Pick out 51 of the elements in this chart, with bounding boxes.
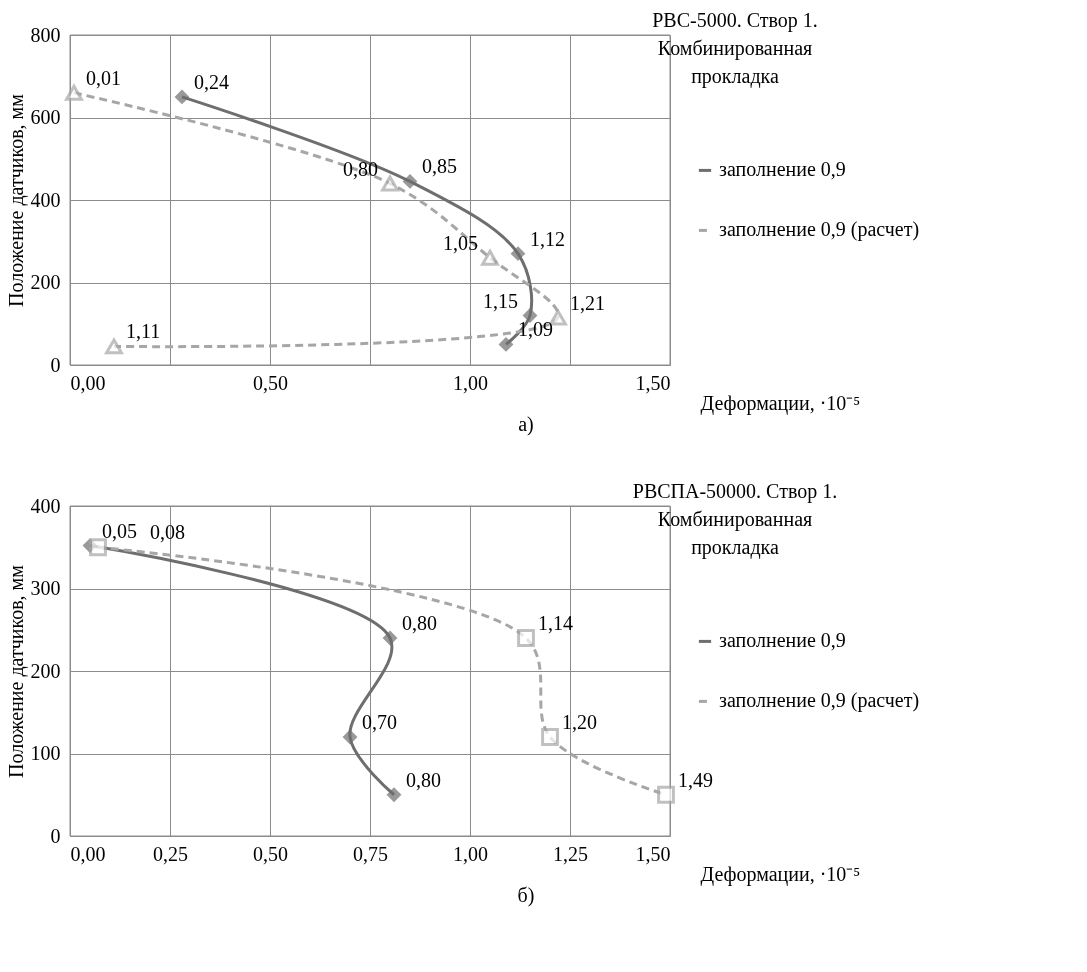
y-tick-label: 400: [30, 494, 61, 517]
x-tick-label: 0,50: [253, 371, 288, 394]
annotation: 1,05: [443, 231, 478, 254]
x-tick-label: 0,00: [70, 842, 106, 865]
annotation: 0,24: [194, 70, 229, 93]
annotation: 1,15: [483, 289, 518, 312]
text: РВСПА-50000. Створ 1. Комбинированная прокладка: [632, 480, 838, 559]
x-tick-label: 1,50: [635, 371, 671, 394]
text: РВС-5000. Створ 1. Комбинированная прокладка: [652, 9, 818, 88]
legend-label: заполнение 0,9: [719, 629, 846, 652]
annotation: 0,80: [343, 157, 378, 180]
y-tick-label: 200: [30, 659, 61, 682]
text: а): [518, 413, 534, 436]
annotation: 1,11: [126, 320, 161, 343]
y-axis-title: Положение датчиков, мм: [4, 564, 28, 778]
y-tick-label: 200: [30, 271, 61, 293]
y-tick-label: 0: [50, 824, 61, 847]
x-tick-label: 1,25: [553, 842, 588, 865]
x-axis-title: Деформации, ·10⁻⁵: [700, 862, 861, 886]
annotation: 1,12: [530, 227, 565, 250]
y-axis-title: Положение датчиков, мм: [4, 93, 28, 307]
x-tick-label: 1,50: [635, 842, 671, 865]
annotation: 1,14: [538, 612, 573, 634]
y-tick-label: 0: [50, 353, 61, 376]
x-tick-label: 0,50: [253, 842, 288, 865]
x-tick-label: 0,00: [70, 371, 106, 394]
x-tick-label: 1,00: [453, 371, 488, 394]
x-tick-label: 0,75: [353, 842, 388, 865]
annotation: 0,01: [86, 66, 121, 89]
annotation: 1,21: [570, 291, 605, 314]
y-tick-label: 100: [30, 742, 61, 764]
annotation: 0,08: [150, 521, 185, 544]
annotation: 0,85: [422, 155, 457, 178]
y-tick-label: 800: [30, 23, 61, 46]
x-tick-label: 1,00: [453, 842, 488, 865]
annotation: 0,05: [102, 519, 137, 542]
annotation: 0,70: [362, 711, 397, 733]
text: б): [517, 884, 535, 907]
legend-label: заполнение 0,9 (расчет): [719, 218, 920, 242]
annotation: 1,20: [562, 711, 597, 733]
annotation: 1,09: [518, 318, 553, 341]
annotation: 1,49: [678, 768, 713, 791]
y-tick-label: 400: [30, 188, 61, 211]
y-tick-label: 300: [30, 577, 61, 599]
legend-label: заполнение 0,9 (расчет): [719, 689, 920, 713]
x-tick-label: 0,25: [153, 842, 188, 865]
x-axis-title: Деформации, ·10⁻⁵: [700, 391, 861, 415]
y-tick-label: 600: [30, 106, 61, 128]
annotation: 0,80: [402, 612, 437, 634]
annotation: 0,80: [406, 768, 441, 791]
legend-label: заполнение 0,9: [719, 158, 846, 181]
